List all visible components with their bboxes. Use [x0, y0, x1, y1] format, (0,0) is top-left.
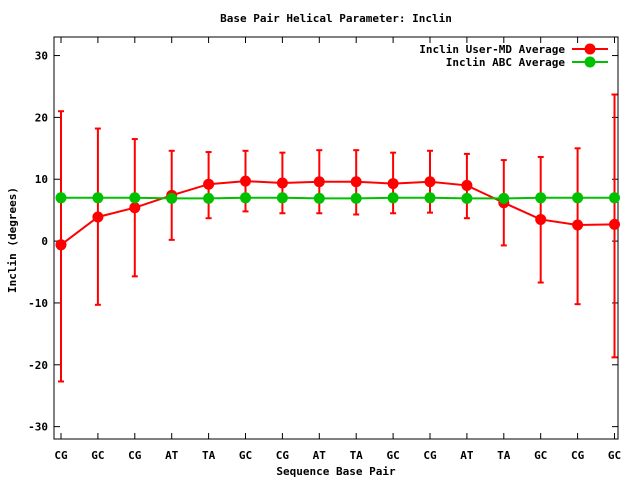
y-axis-label: Inclin (degrees) [6, 187, 19, 293]
x-tick-label: TA [202, 449, 216, 462]
data-point [572, 192, 584, 204]
data-point [276, 192, 288, 204]
data-point [498, 192, 510, 204]
x-tick-label: TA [497, 449, 511, 462]
data-point [535, 213, 547, 225]
data-point [240, 175, 251, 187]
data-point [609, 218, 620, 230]
data-point [350, 192, 362, 204]
data-point [203, 192, 215, 204]
data-point [461, 192, 473, 204]
data-point [276, 177, 288, 189]
data-point [609, 192, 620, 204]
x-tick-label: CG [128, 449, 142, 462]
data-point [461, 179, 473, 191]
legend-marker [584, 43, 596, 55]
data-point [535, 192, 547, 204]
data-point [350, 176, 362, 188]
data-point [240, 192, 251, 204]
x-tick-label: AT [313, 449, 327, 462]
chart-title: Base Pair Helical Parameter: Inclin [220, 12, 452, 25]
series-line [61, 196, 615, 200]
y-tick-label: -20 [28, 359, 48, 372]
x-tick-label: CG [423, 449, 437, 462]
x-tick-label: AT [165, 449, 179, 462]
x-tick-label: AT [460, 449, 474, 462]
plot-area-border [53, 36, 619, 440]
data-point [424, 176, 436, 188]
series-2 [55, 192, 620, 204]
data-point [129, 202, 141, 214]
data-point [55, 239, 67, 251]
x-tick-label: CG [276, 449, 290, 462]
y-tick-label: 10 [35, 173, 48, 186]
x-tick-label: GC [239, 449, 252, 462]
x-tick-label: GC [608, 449, 621, 462]
y-tick-label: 0 [41, 235, 48, 248]
data-point [572, 219, 584, 231]
legend-label: Inclin ABC Average [446, 56, 566, 69]
data-point [387, 192, 399, 204]
series-1 [55, 93, 620, 383]
y-tick-label: 30 [35, 50, 48, 63]
data-point [92, 192, 104, 204]
x-tick-label: GC [91, 449, 104, 462]
data-point [92, 211, 104, 223]
legend-marker [584, 56, 596, 68]
x-tick-label: CG [54, 449, 68, 462]
x-tick-label: GC [386, 449, 399, 462]
data-point [387, 178, 399, 190]
data-point [166, 192, 178, 204]
data-point [55, 192, 67, 204]
y-tick-label: -30 [28, 421, 48, 434]
y-tick-label: 20 [35, 111, 48, 124]
legend-label: Inclin User-MD Average [419, 43, 565, 56]
series-layer [55, 93, 620, 383]
x-axis-label: Sequence Base Pair [276, 465, 396, 478]
data-point [313, 192, 325, 204]
data-point [313, 176, 325, 188]
data-point [129, 192, 141, 204]
data-point [424, 192, 436, 204]
y-tick-label: -10 [28, 297, 48, 310]
x-tick-label: GC [534, 449, 547, 462]
x-tick-label: TA [350, 449, 364, 462]
axis-ticks: -30 -20 -10 0 10 20 30 CG GC CG AT TA GC CG AT TA GC CG AT… [28, 37, 621, 462]
data-point [203, 178, 215, 190]
series-line [60, 180, 615, 246]
x-tick-label: CG [571, 449, 585, 462]
